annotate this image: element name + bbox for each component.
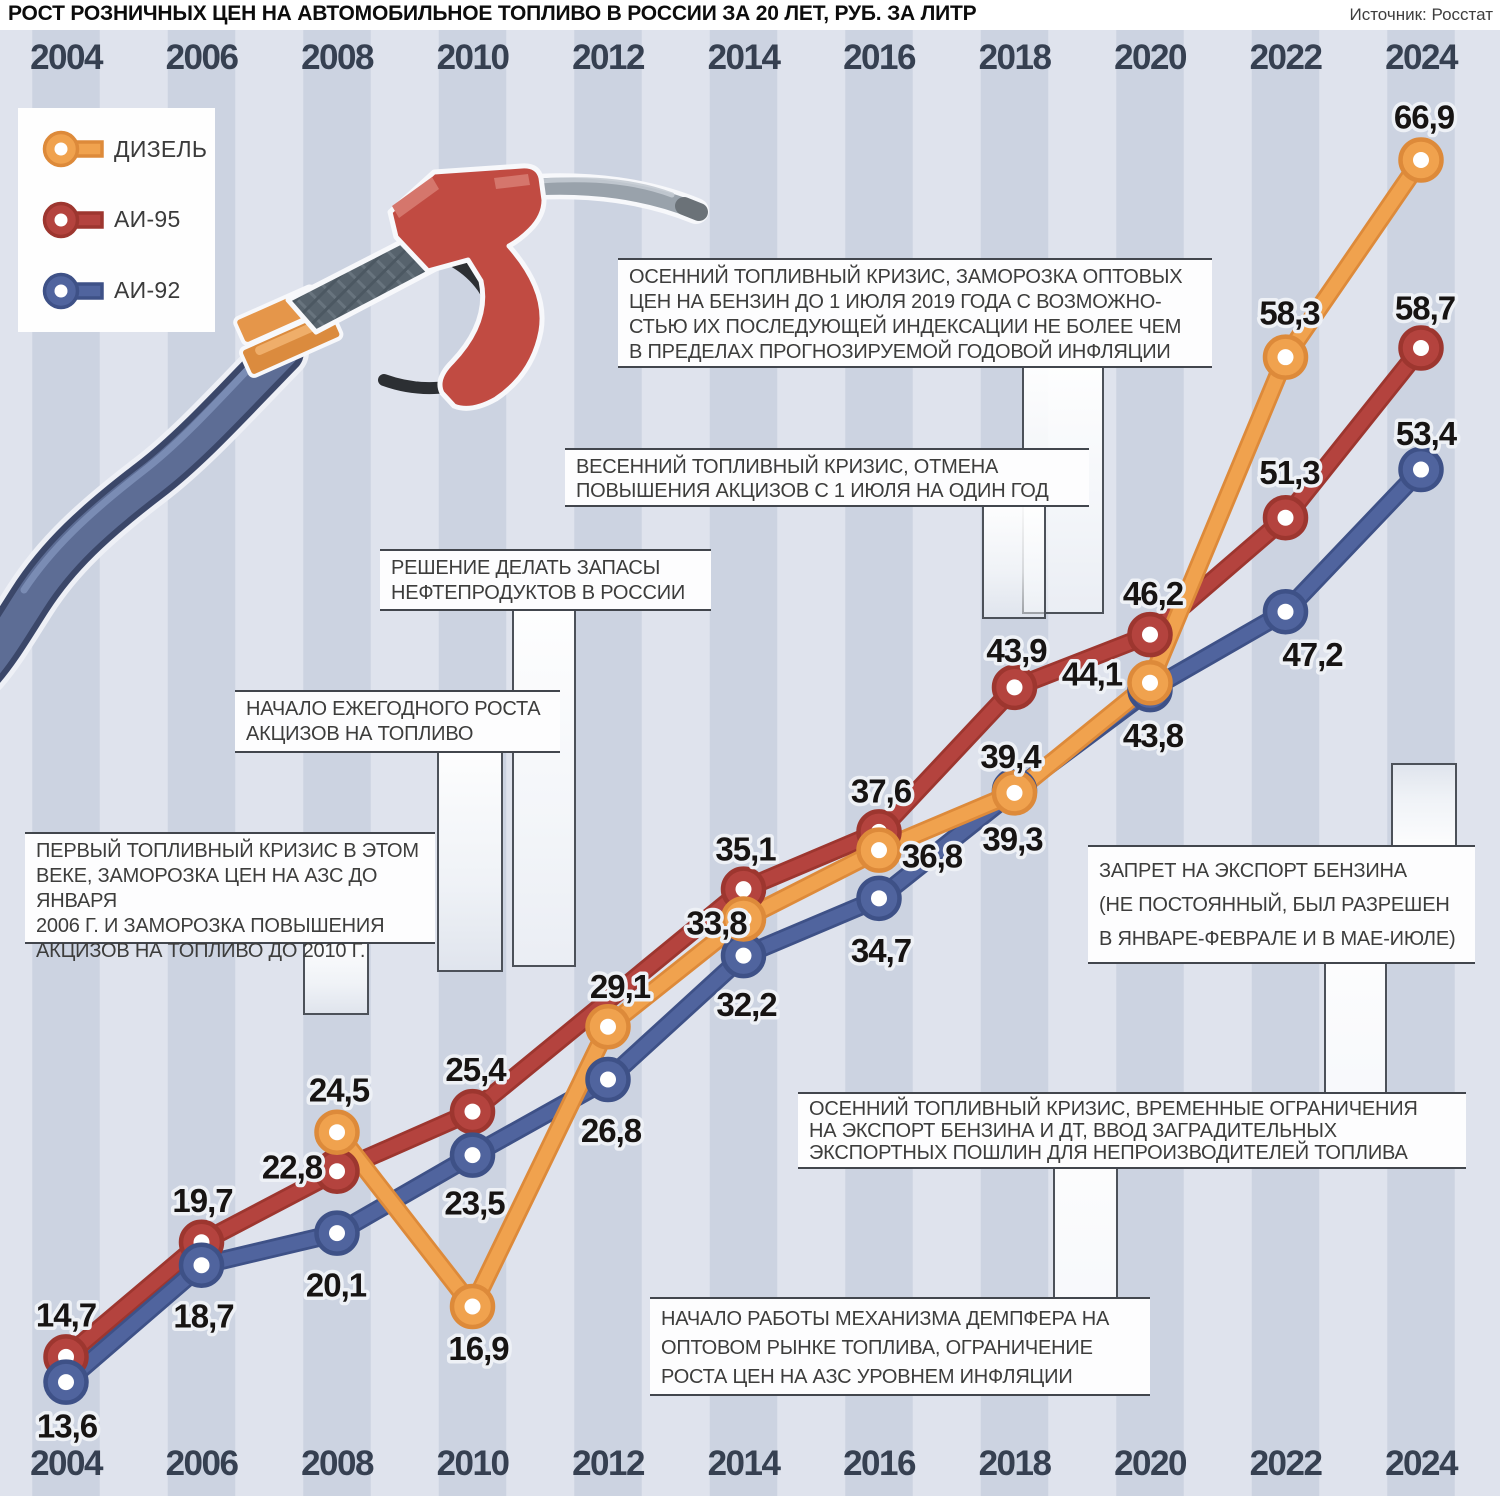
- year-label-top-2022: 2022: [1249, 38, 1323, 77]
- year-label-top-2008: 2008: [301, 38, 374, 77]
- annotation-box-first-crisis: ПЕРВЫЙ ТОПЛИВНЫЙ КРИЗИС В ЭТОМ ВЕКЕ, ЗАМ…: [25, 832, 435, 962]
- ai95-line-marker-icon: [42, 201, 104, 239]
- year-label-top-2012: 2012: [572, 38, 645, 77]
- year-label-top-2010: 2010: [436, 38, 510, 77]
- annotation-box-excise-growth-start: НАЧАЛО ЕЖЕГОДНОГО РОСТА АКЦИЗОВ НА ТОПЛИ…: [235, 690, 560, 753]
- year-label-bottom-2024: 2024: [1385, 1444, 1458, 1483]
- year-label-bottom-2006: 2006: [165, 1444, 239, 1483]
- year-label-top-2020: 2020: [1114, 38, 1187, 77]
- year-label-bottom-2020: 2020: [1114, 1444, 1187, 1483]
- year-label-top-2006: 2006: [165, 38, 239, 77]
- year-label-top-2024: 2024: [1385, 38, 1458, 77]
- year-label-bottom-2016: 2016: [843, 1444, 916, 1483]
- year-label-bottom-2018: 2018: [978, 1444, 1052, 1483]
- ai92-line-marker-icon: [42, 272, 104, 309]
- annotation-box-damper-mechanism: НАЧАЛО РАБОТЫ МЕХАНИЗМА ДЕМПФЕРА НА ОПТО…: [650, 1297, 1150, 1396]
- year-label-bottom-2008: 2008: [301, 1444, 374, 1483]
- callout-stem-autumn-2023-crisis: [1324, 963, 1387, 1093]
- year-label-top-2018: 2018: [978, 38, 1052, 77]
- page-title: РОСТ РОЗНИЧНЫХ ЦЕН НА АВТОМОБИЛЬНОЕ ТОПЛ…: [8, 2, 977, 25]
- legend-item-ai95: АИ-95: [38, 197, 215, 243]
- legend-label-ai92: АИ-92: [114, 277, 181, 304]
- year-label-bottom-2012: 2012: [572, 1444, 645, 1483]
- background-stripes: [0, 30, 1500, 1496]
- annotation-box-oil-reserves-decision: РЕШЕНИЕ ДЕЛАТЬ ЗАПАСЫ НЕФТЕПРОДУКТОВ В Р…: [380, 549, 711, 611]
- annotation-box-spring-crisis: ВЕСЕННИЙ ТОПЛИВНЫЙ КРИЗИС, ОТМЕНА ПОВЫШЕ…: [565, 448, 1089, 507]
- legend-item-ai92: АИ-92: [38, 268, 215, 314]
- title-bar: РОСТ РОЗНИЧНЫХ ЦЕН НА АВТОМОБИЛЬНОЕ ТОПЛ…: [0, 0, 1500, 30]
- year-label-bottom-2022: 2022: [1249, 1444, 1323, 1483]
- legend: ДИЗЕЛЬ АИ-95 АИ-92: [18, 108, 215, 332]
- callout-stem-spring-crisis: [982, 505, 1046, 619]
- callout-stem-damper-mechanism: [1053, 1168, 1118, 1298]
- annotation-box-petrol-export-ban: ЗАПРЕТ НА ЭКСПОРТ БЕНЗИНА (НЕ ПОСТОЯННЫЙ…: [1088, 845, 1475, 964]
- year-label-bottom-2010: 2010: [436, 1444, 510, 1483]
- callout-stem-excise-growth-start: [437, 751, 503, 972]
- diesel-line-marker-icon: [42, 131, 104, 168]
- year-label-top-2014: 2014: [707, 38, 781, 77]
- legend-item-diesel: ДИЗЕЛЬ: [38, 126, 215, 172]
- year-label-bottom-2014: 2014: [707, 1444, 781, 1483]
- year-label-top-2004: 2004: [30, 38, 103, 77]
- legend-label-ai95: АИ-95: [114, 206, 181, 233]
- year-label-top-2016: 2016: [843, 38, 916, 77]
- year-label-bottom-2004: 2004: [30, 1444, 103, 1483]
- source-note: Источник: Росстат: [1349, 5, 1493, 24]
- annotation-box-autumn-2023-crisis: ОСЕННИЙ ТОПЛИВНЫЙ КРИЗИС, ВРЕМЕННЫЕ ОГРА…: [798, 1092, 1466, 1169]
- callout-stem-petrol-export-ban: [1391, 763, 1457, 848]
- annotation-box-autumn-2018-crisis: ОСЕННИЙ ТОПЛИВНЫЙ КРИЗИС, ЗАМОРОЗКА ОПТО…: [618, 258, 1212, 368]
- callout-stem-oil-reserves-decision: [512, 609, 576, 967]
- legend-label-diesel: ДИЗЕЛЬ: [114, 135, 208, 162]
